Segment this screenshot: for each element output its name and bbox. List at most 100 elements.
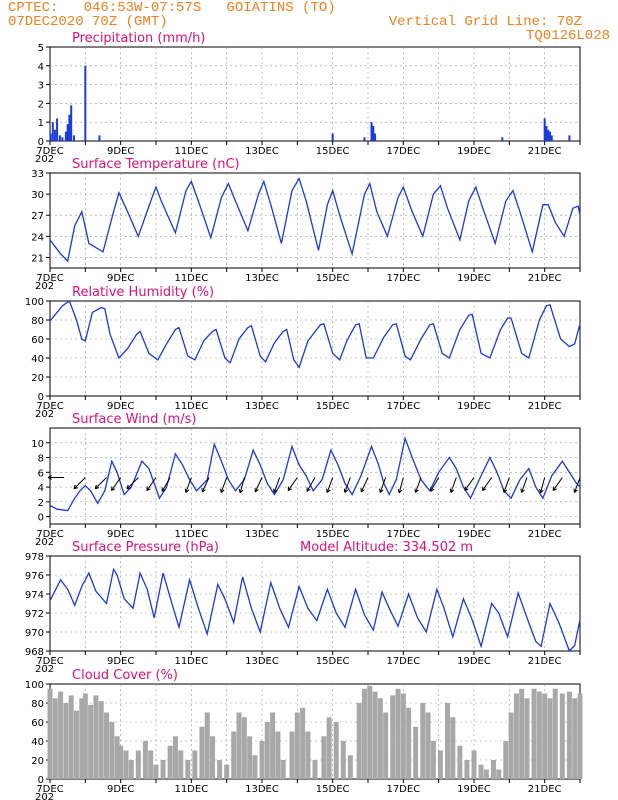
precip-year-label: 202 bbox=[35, 154, 54, 165]
pressure-title: Surface Pressure (hPa) bbox=[72, 540, 219, 555]
temp-panel bbox=[46, 172, 581, 272]
pressure-ytick-label: 974 bbox=[25, 590, 44, 601]
pressure-ytick-label: 978 bbox=[25, 552, 44, 563]
cloud-bar bbox=[178, 750, 184, 779]
cloud-bar bbox=[118, 745, 124, 779]
cloud-bar bbox=[513, 693, 519, 779]
temp-ytick-label: 27 bbox=[31, 211, 44, 222]
wind-xtick-label: 19DEC bbox=[457, 529, 491, 540]
temp-xtick-label: 7DEC bbox=[36, 273, 63, 284]
precip-xtick-label: 11DEC bbox=[174, 146, 208, 157]
precip-xtick-label: 15DEC bbox=[316, 146, 350, 157]
cloud-bar bbox=[289, 731, 295, 779]
precip-xtick-label: 9DEC bbox=[107, 146, 134, 157]
cloud-bar bbox=[377, 698, 383, 779]
precip-bar bbox=[543, 118, 546, 141]
cloud-xtick-label: 17DEC bbox=[386, 784, 420, 795]
precip-bar bbox=[56, 118, 59, 141]
precip-ytick-label: 4 bbox=[38, 62, 44, 73]
wind-arrow-head bbox=[539, 488, 542, 494]
cloud-bar bbox=[210, 736, 216, 779]
cloud-bar bbox=[241, 717, 247, 779]
wind-arrow-head bbox=[287, 488, 292, 492]
wind-arrow-head bbox=[146, 488, 151, 492]
wind-arrow-head bbox=[238, 488, 241, 494]
cloud-bar bbox=[340, 741, 346, 779]
wind-arrow bbox=[201, 477, 210, 493]
rh-frame bbox=[49, 300, 581, 397]
precip-xtick-label: 19DEC bbox=[457, 146, 491, 157]
rh-xtick-label: 15DEC bbox=[316, 401, 350, 412]
wind-arrow-head bbox=[184, 488, 187, 493]
pressure-ytick-label: 972 bbox=[25, 609, 44, 620]
wind-ytick-label: 6 bbox=[38, 468, 44, 479]
wind-series-line bbox=[49, 435, 581, 512]
cloud-bar bbox=[406, 707, 412, 779]
wind-arrow bbox=[482, 477, 493, 491]
cloud-bar bbox=[490, 760, 496, 779]
wind-arrow-head bbox=[95, 487, 100, 490]
wind-arrow-head bbox=[398, 489, 403, 494]
wind-arrow-head bbox=[415, 489, 419, 493]
precip-xtick-label: 13DEC bbox=[245, 146, 279, 157]
cloud-bar bbox=[508, 712, 514, 779]
wind-arrow-head bbox=[239, 489, 244, 494]
wind-arrow bbox=[379, 477, 387, 493]
cloud-bar bbox=[123, 750, 129, 779]
temp-ytick-label: 24 bbox=[31, 232, 44, 243]
cloud-bar bbox=[321, 736, 327, 779]
wind-arrow-head bbox=[73, 484, 76, 489]
cloud-bar bbox=[519, 688, 525, 779]
cloud-ytick-label: 80 bbox=[31, 699, 44, 710]
cloud-bar bbox=[142, 741, 148, 779]
cloud-bar bbox=[204, 712, 210, 779]
wind-arrow-head bbox=[344, 489, 349, 493]
cloud-ytick-label: 40 bbox=[31, 737, 44, 748]
cloud-bar bbox=[503, 741, 509, 779]
rh-ytick-label: 60 bbox=[31, 335, 44, 346]
pressure-ytick-label: 968 bbox=[25, 647, 44, 658]
wind-arrow-head bbox=[220, 488, 222, 493]
wind-arrow bbox=[94, 477, 107, 490]
cloud-bar bbox=[160, 760, 166, 779]
cloud-bar bbox=[367, 685, 373, 779]
pressure-xtick-label: 13DEC bbox=[245, 656, 279, 667]
cloud-bar bbox=[98, 701, 104, 779]
precip-ytick-label: 0 bbox=[38, 137, 44, 148]
wind-xtick-label: 9DEC bbox=[107, 529, 134, 540]
cloud-bar bbox=[109, 722, 115, 779]
cloud-bar bbox=[478, 764, 484, 779]
wind-arrow-head bbox=[273, 488, 275, 493]
wind-arrow-head bbox=[326, 489, 331, 493]
cloud-bar bbox=[231, 731, 237, 779]
wind-arrow bbox=[73, 477, 86, 490]
cloud-bar bbox=[413, 726, 419, 779]
precip-bar bbox=[49, 133, 52, 141]
pressure-ytick-label: 970 bbox=[25, 628, 44, 639]
wind-arrow-head bbox=[326, 488, 328, 493]
wind-arrow bbox=[521, 477, 528, 493]
cloud-panel bbox=[46, 683, 583, 783]
wind-ytick-label: 10 bbox=[31, 439, 44, 450]
cloud-bar bbox=[74, 710, 79, 779]
wind-arrow bbox=[287, 477, 298, 491]
wind-xtick-label: 17DEC bbox=[386, 529, 420, 540]
wind-arrow-head bbox=[47, 475, 52, 478]
pressure-xtick-label: 19DEC bbox=[457, 656, 491, 667]
wind-arrow-head bbox=[502, 488, 505, 493]
cloud-bar bbox=[104, 712, 110, 779]
wind-arrow-head bbox=[379, 488, 381, 493]
cloud-bar bbox=[420, 703, 426, 779]
cloud-bar bbox=[457, 745, 463, 779]
cloud-bar bbox=[114, 736, 120, 779]
cloud-xtick-label: 7DEC bbox=[36, 784, 63, 795]
wind-arrow-head bbox=[360, 489, 365, 493]
wind-arrow-head bbox=[94, 484, 97, 489]
wind-arrow-head bbox=[220, 489, 225, 493]
precip-title: Precipitation (mm/h) bbox=[72, 31, 205, 46]
cloud-bar bbox=[128, 760, 134, 779]
wind-xtick-label: 7DEC bbox=[36, 529, 63, 540]
wind-arrow-head bbox=[430, 488, 435, 492]
wind-arrow-head bbox=[273, 489, 278, 493]
precip-bar bbox=[61, 137, 64, 141]
